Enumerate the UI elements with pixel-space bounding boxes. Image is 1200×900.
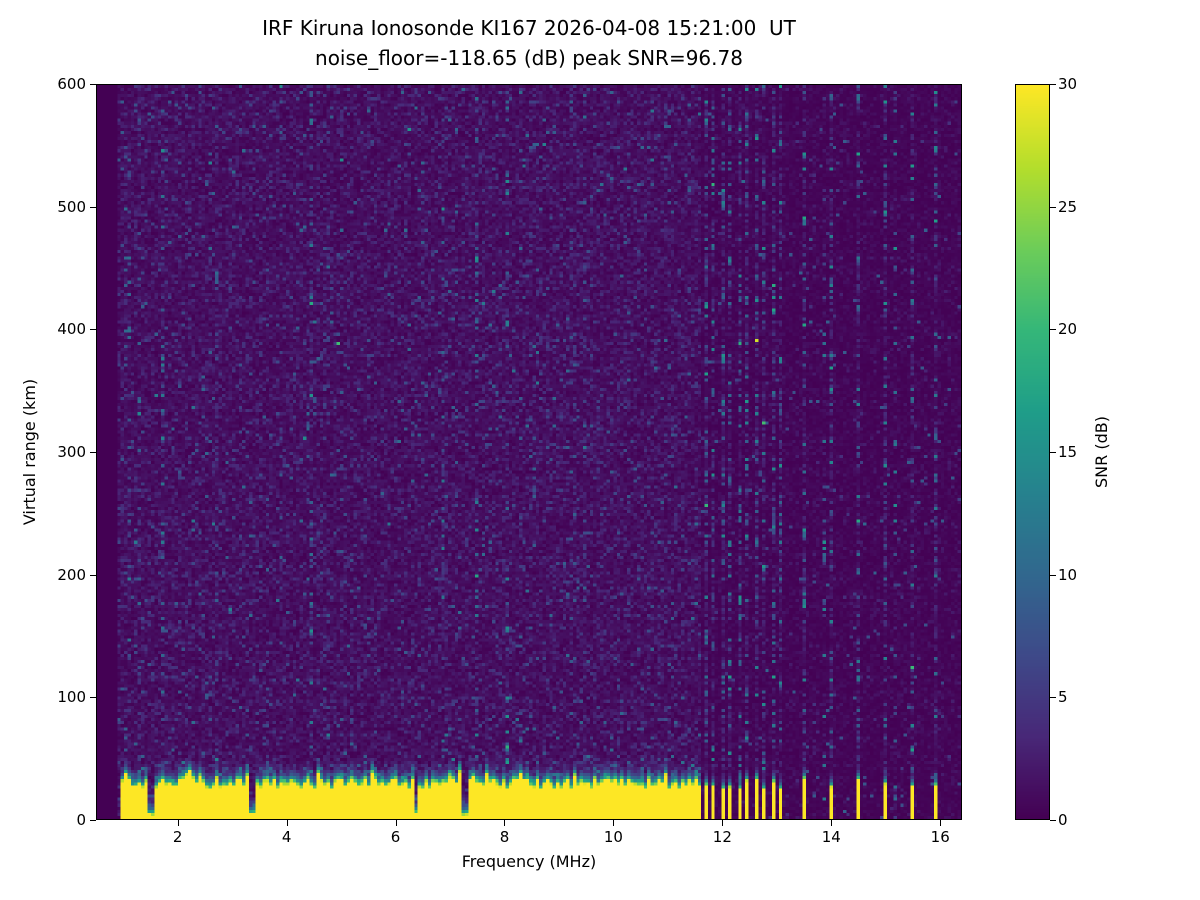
colorbar-label: SNR (dB) [1092, 416, 1111, 488]
x-tick-label: 10 [603, 828, 623, 846]
x-tick-mark [722, 820, 724, 826]
x-tick-label: 4 [281, 828, 292, 846]
y-tick-label: 100 [57, 688, 86, 707]
chart-subtitle: noise_floor=-118.65 (dB) peak SNR=96.78 [315, 46, 743, 70]
x-tick-mark [286, 820, 288, 826]
colorbar [1015, 84, 1050, 820]
x-tick-label: 8 [499, 828, 510, 846]
x-axis-label: Frequency (MHz) [461, 852, 597, 871]
colorbar-tick-label: 0 [1058, 811, 1068, 829]
x-tick-mark [177, 820, 179, 826]
ionogram-heatmap-canvas [97, 85, 961, 819]
colorbar-tick-mark [1050, 206, 1056, 208]
plot-area [96, 84, 962, 820]
colorbar-tick-mark [1050, 84, 1056, 85]
colorbar-tick-label: 25 [1058, 197, 1078, 216]
x-tick-label: 14 [821, 828, 841, 846]
colorbar-tick-label: 5 [1058, 688, 1068, 707]
y-tick-label: 0 [76, 811, 86, 829]
chart-title: IRF Kiruna Ionosonde KI167 2026-04-08 15… [262, 16, 796, 40]
colorbar-tick-mark [1050, 820, 1056, 821]
colorbar-tick-mark [1050, 329, 1056, 331]
y-tick-label: 600 [57, 75, 86, 93]
x-tick-mark [613, 820, 615, 826]
y-tick-label: 500 [57, 197, 86, 216]
x-tick-label: 16 [930, 828, 950, 846]
y-tick-mark [90, 820, 96, 821]
x-tick-mark [504, 820, 506, 826]
colorbar-tick-label: 30 [1058, 75, 1078, 93]
x-tick-mark [940, 820, 942, 826]
colorbar-tick-mark [1050, 697, 1056, 699]
x-tick-label: 6 [390, 828, 401, 846]
colorbar-tick-mark [1050, 574, 1056, 576]
x-tick-mark [395, 820, 397, 826]
x-tick-mark [831, 820, 833, 826]
x-tick-label: 2 [172, 828, 183, 846]
x-tick-label: 12 [712, 828, 732, 846]
colorbar-gradient-canvas [1016, 85, 1049, 819]
y-axis-label: Virtual range (km) [20, 378, 39, 526]
colorbar-tick-mark [1050, 452, 1056, 453]
